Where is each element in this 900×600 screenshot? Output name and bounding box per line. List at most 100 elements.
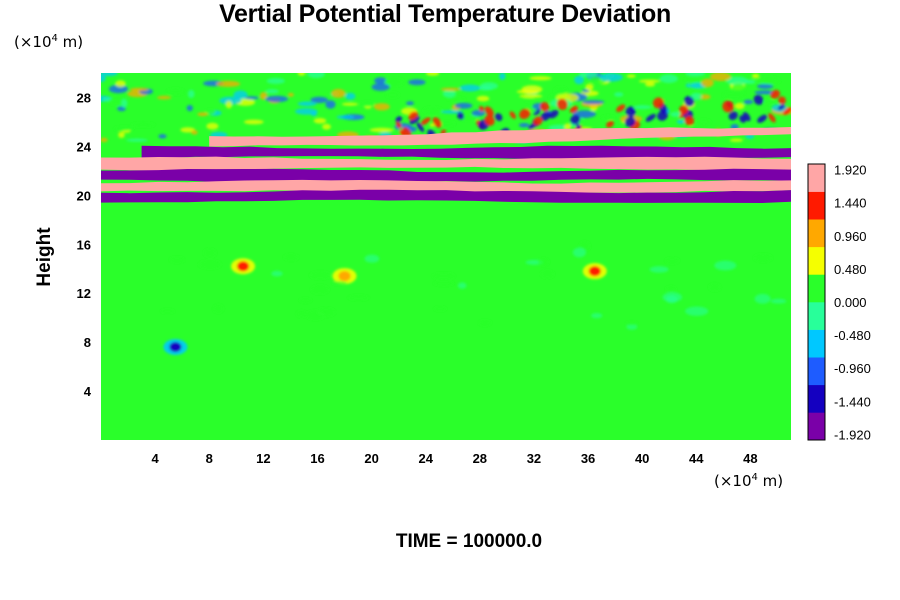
colorbar-segment (808, 219, 825, 248)
wave-patch (576, 124, 581, 130)
noise-patch (442, 90, 456, 98)
wave-patch (778, 104, 785, 111)
wave-patch (624, 116, 636, 127)
colorbar-tick-label: 0.960 (834, 229, 867, 244)
colorbar-tick-label: -1.440 (834, 394, 871, 409)
lower-patch (271, 270, 283, 277)
noise-patch (166, 88, 185, 95)
colorbar-segment (808, 246, 825, 275)
lower-patch (432, 272, 456, 280)
lower-patch (160, 309, 175, 314)
x-tick-label: 48 (743, 451, 757, 466)
colorbar-segment (808, 164, 825, 192)
noise-patch (114, 126, 134, 131)
colorbar-tick-label: 0.000 (834, 295, 867, 310)
feature-core (338, 271, 351, 282)
wave-patch (408, 111, 419, 121)
y-unit-exponent: 4 (51, 33, 58, 44)
noise-patch (108, 84, 128, 94)
noise-patch (130, 87, 149, 92)
time-label: TIME = 100000.0 (395, 531, 543, 552)
wave-patch (533, 109, 541, 116)
wave-patch (684, 96, 695, 107)
lower-patch (625, 321, 638, 326)
lower-patch (296, 310, 307, 318)
wave-patch (478, 106, 485, 112)
colorbar-segment (808, 302, 825, 330)
noise-patch (757, 76, 781, 85)
noise-patch (186, 105, 193, 112)
noise-patch (310, 96, 328, 104)
lower-patch (457, 282, 467, 289)
lower-patch (591, 313, 603, 319)
lower-patch (311, 285, 329, 295)
noise-patch (764, 100, 775, 105)
y-axis-label: Height (34, 227, 55, 287)
noise-patch (219, 96, 242, 105)
lower-patch (649, 266, 669, 273)
wave-patch (519, 108, 531, 120)
y-tick-label: 8 (84, 335, 91, 350)
colorbar-segment (808, 191, 825, 220)
noise-patch (265, 95, 289, 103)
band (141, 145, 791, 160)
noise-patch (342, 102, 358, 106)
wave-patch (768, 113, 776, 123)
x-tick-label: 8 (206, 451, 213, 466)
noise-patch (729, 138, 744, 142)
noise-patch (564, 123, 571, 131)
lower-patch (283, 254, 299, 261)
noise-patch (259, 92, 268, 100)
noise-patch (310, 111, 317, 117)
noise-patch (425, 73, 440, 76)
noise-patch (726, 76, 749, 86)
x-tick-label: 40 (635, 451, 649, 466)
noise-patch (406, 101, 414, 106)
lower-patch (348, 295, 369, 301)
noise-patch (685, 73, 706, 77)
x-unit-suffix: m) (757, 472, 784, 490)
noise-patch (225, 100, 233, 109)
noise-patch (734, 102, 745, 110)
noise-patch (582, 100, 605, 105)
wave-patch (540, 111, 551, 121)
lower-patch (299, 298, 312, 303)
y-tick-label: 4 (84, 384, 92, 399)
noise-patch (180, 127, 195, 133)
band (101, 156, 791, 171)
lower-patch (213, 304, 224, 313)
noise-patch (757, 83, 774, 89)
noise-patch (459, 84, 481, 92)
wave-patch (395, 121, 402, 129)
lower-patch (332, 281, 347, 285)
noise-patch (101, 73, 118, 77)
wave-patch (722, 100, 735, 113)
wave-patch (533, 116, 543, 126)
noise-patch (585, 83, 594, 91)
noise-patch (386, 92, 400, 98)
noise-patch (369, 127, 394, 133)
band (209, 127, 791, 147)
noise-patch (499, 73, 506, 80)
feature-core (237, 261, 250, 272)
x-tick-label: 4 (152, 451, 160, 466)
noise-patch (697, 119, 711, 125)
y-tick-label: 16 (77, 237, 91, 252)
noise-patch (614, 92, 624, 97)
wave-patch (606, 120, 614, 128)
noise-patch (371, 83, 390, 91)
lower-patch (753, 254, 773, 262)
noise-patch (754, 90, 775, 95)
noise-patch (158, 134, 167, 139)
noise-patch (197, 112, 209, 117)
wave-patch (770, 89, 780, 99)
lower-patch (305, 310, 326, 320)
noise-patch (599, 73, 623, 82)
noise-patch (423, 107, 443, 115)
noise-patch (206, 122, 219, 130)
colorbar-segment (808, 329, 825, 358)
noise-patch (454, 102, 473, 109)
lower-patch (478, 320, 492, 326)
noise-patch (743, 99, 754, 105)
